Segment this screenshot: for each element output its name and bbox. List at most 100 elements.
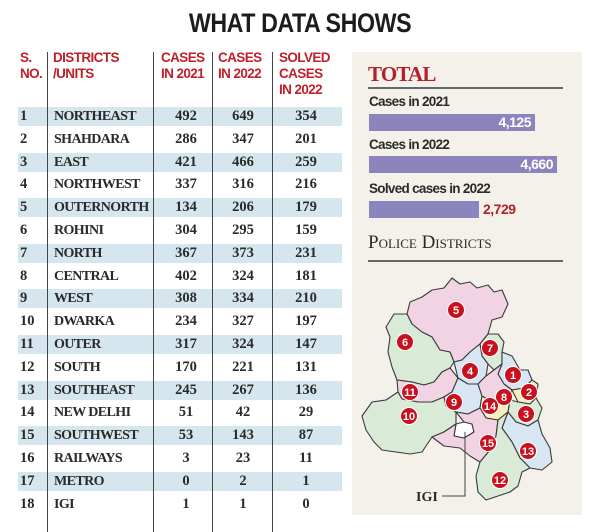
table-row: 14 NEW DELHI 51 42 29 — [18, 403, 342, 422]
bar-label-solved-2022: Solved cases in 2022 — [369, 181, 491, 196]
cell-cases-2022: 206 — [232, 199, 254, 216]
district-badge-5 — [447, 301, 465, 319]
column-divider — [212, 52, 214, 532]
table-row: 9 WEST 308 334 210 — [18, 289, 342, 309]
cell-cases-2022: 221 — [232, 358, 254, 375]
cell-solved-2022: 131 — [295, 358, 317, 375]
cell-cases-2021: 0 — [182, 472, 190, 489]
cell-district: OUTER — [54, 337, 101, 352]
cell-district: SOUTH — [54, 359, 101, 375]
district-badge-14 — [481, 397, 499, 415]
district-badge-number: 10 — [403, 411, 415, 423]
district-badge-4 — [461, 362, 479, 380]
cell-cases-2021: 308 — [175, 290, 197, 307]
cell-cases-2021: 3 — [182, 450, 190, 466]
cell-district: OUTERNORTH — [54, 200, 149, 216]
cell-solved-2022: 11 — [299, 450, 313, 466]
cell-cases-2021: 317 — [175, 336, 197, 352]
district-12-south — [475, 411, 531, 501]
cell-solved-2022: 181 — [295, 267, 317, 284]
cell-solved-2022: 179 — [295, 199, 317, 216]
cell-district: SOUTHWEST — [54, 428, 139, 444]
cell-cases-2022: 347 — [232, 130, 254, 147]
cell-sno: 12 — [20, 358, 35, 375]
cell-cases-2022: 267 — [232, 381, 254, 398]
cell-cases-2022: 334 — [232, 290, 254, 307]
bar-value-cases-2022: 4,660 — [520, 156, 553, 172]
cell-sno: 6 — [20, 222, 28, 238]
district-badge-7 — [481, 339, 499, 357]
cell-solved-2022: 87 — [298, 427, 314, 444]
cell-cases-2021: 53 — [178, 427, 194, 444]
header-sno-line2: NO. — [20, 66, 43, 81]
cell-cases-2021: 337 — [175, 176, 197, 193]
table-row: 6 ROHINI 304 295 159 — [18, 221, 342, 240]
district-badge-13 — [519, 442, 537, 460]
district-badge-number: 6 — [402, 337, 408, 349]
cell-sno: 16 — [20, 450, 35, 466]
district-badge-number: 9 — [451, 397, 457, 409]
district-badge-15 — [479, 434, 497, 452]
cell-sno: 5 — [20, 199, 28, 216]
bar-cases-2022: 4,660 — [369, 156, 557, 173]
cell-cases-2022: 23 — [235, 450, 251, 466]
page-title: WHAT DATA SHOWS — [188, 8, 412, 38]
cell-sno: 10 — [20, 313, 35, 330]
district-badge-6 — [396, 333, 414, 351]
cell-sno: 9 — [20, 290, 28, 307]
header-solved-line2: CASES — [279, 66, 323, 81]
table-row: 4 NORTHWEST 337 316 216 — [18, 175, 342, 194]
cell-sno: 4 — [20, 176, 28, 193]
totals-panel: TOTAL Cases in 2021 4,125 Cases in 2022 … — [352, 52, 582, 515]
cell-district: DWARKA — [54, 314, 115, 330]
table-row: 5 OUTERNORTH 134 206 179 — [18, 198, 342, 218]
header-cases-2021: CASES IN 2021 — [161, 50, 205, 82]
table-row: 15 SOUTHWEST 53 143 87 — [18, 426, 342, 446]
district-badge-number: 2 — [526, 387, 532, 399]
district-badge-1 — [504, 366, 522, 384]
cell-district: RAILWAYS — [54, 451, 123, 466]
total-title: TOTAL — [368, 62, 436, 86]
district-badge-number: 8 — [501, 392, 507, 404]
district-badge-number: 4 — [467, 366, 474, 378]
title-rule — [368, 87, 563, 89]
cell-sno: 11 — [20, 336, 34, 352]
district-badge-11 — [401, 383, 419, 401]
cell-cases-2022: 324 — [232, 267, 254, 284]
cell-solved-2022: 197 — [295, 313, 317, 330]
cell-cases-2022: 295 — [232, 222, 254, 238]
header-solved-line3: IN 2022 — [279, 82, 323, 97]
cell-sno: 13 — [20, 381, 35, 398]
header-cases-2022: CASES IN 2022 — [218, 50, 262, 82]
cell-cases-2021: 134 — [175, 199, 197, 216]
cell-solved-2022: 147 — [295, 336, 317, 352]
header-district-line2: /UNITS — [53, 66, 94, 81]
header-solved-2022: SOLVED CASES IN 2022 — [279, 50, 331, 98]
column-divider — [153, 52, 155, 532]
cell-cases-2021: 234 — [175, 313, 197, 330]
cell-district: NORTHEAST — [54, 109, 137, 124]
table-row: 7 NORTH 367 373 231 — [18, 243, 342, 263]
cell-solved-2022: 210 — [295, 290, 317, 307]
cell-cases-2022: 143 — [232, 427, 254, 444]
cell-district: WEST — [54, 291, 93, 307]
cell-cases-2022: 373 — [232, 244, 254, 261]
cell-cases-2022: 324 — [232, 336, 254, 352]
cell-solved-2022: 29 — [298, 404, 314, 421]
cell-district: NORTHWEST — [54, 177, 141, 193]
district-badge-10 — [400, 407, 418, 425]
header-cases-2022-line2: IN 2022 — [218, 66, 262, 81]
table-row: 17 METRO 0 2 1 — [18, 471, 342, 491]
cell-cases-2021: 245 — [175, 381, 197, 398]
table-row: 11 OUTER 317 324 147 — [18, 335, 342, 354]
cell-district: EAST — [54, 154, 89, 170]
cell-sno: 1 — [20, 108, 28, 124]
district-badge-8 — [495, 388, 513, 406]
cell-solved-2022: 201 — [295, 130, 317, 147]
map-title-rule — [368, 260, 563, 262]
cell-district: NEW DELHI — [54, 405, 131, 421]
cell-solved-2022: 259 — [295, 153, 317, 170]
map-title: Police Districts — [368, 232, 492, 253]
cell-cases-2022: 2 — [239, 472, 247, 489]
